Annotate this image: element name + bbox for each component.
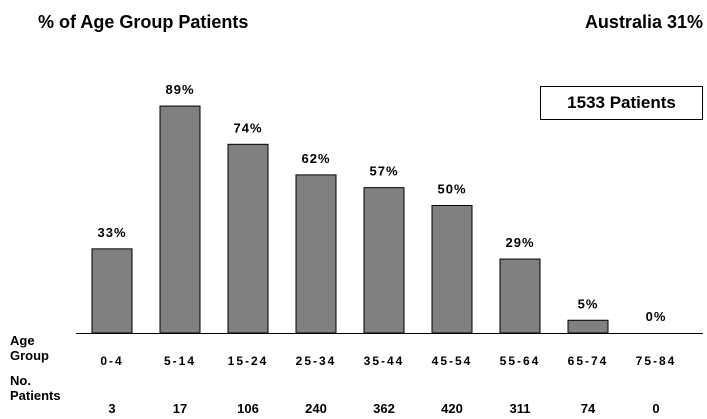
patient-count-15-24: 106 — [237, 401, 259, 416]
value-label-35-44: 57% — [369, 164, 398, 179]
value-label-45-54: 50% — [437, 182, 466, 197]
tick-label-75-84: 75-84 — [636, 354, 677, 368]
patient-count-25-34: 240 — [305, 401, 327, 416]
patient-count-5-14: 17 — [173, 401, 187, 416]
tick-label-35-44: 35-44 — [364, 354, 405, 368]
tick-label-45-54: 45-54 — [432, 354, 473, 368]
bar-5-14 — [159, 105, 201, 334]
chart-subtitle: Australia 31% — [584, 12, 703, 32]
chart-title: % of Age Group Patients — [38, 12, 249, 32]
patients-row-title-line1: No. — [10, 373, 31, 388]
bar-65-74 — [567, 319, 609, 334]
patient-count-35-44: 362 — [373, 401, 395, 416]
age-group-row-title-line1: Age — [10, 333, 35, 348]
bar-25-34 — [295, 174, 337, 334]
value-label-25-34: 62% — [301, 151, 330, 166]
bar-0-4 — [91, 248, 133, 334]
tick-label-5-14: 5-14 — [164, 354, 196, 368]
patients-row-title-line2: Patients — [10, 388, 61, 403]
patient-count-45-54: 420 — [441, 401, 463, 416]
tick-label-55-64: 55-64 — [500, 354, 541, 368]
patients-row-title: No. Patients — [10, 373, 61, 403]
value-label-0-4: 33% — [97, 225, 126, 240]
bar-15-24 — [227, 143, 269, 334]
tick-label-25-34: 25-34 — [296, 354, 337, 368]
value-label-15-24: 74% — [233, 120, 262, 135]
patient-count-65-74: 74 — [581, 401, 596, 416]
value-label-65-74: 5% — [578, 296, 599, 311]
tick-label-15-24: 15-24 — [228, 354, 269, 368]
bar-55-64 — [499, 258, 541, 334]
patient-count-55-64: 311 — [510, 401, 531, 416]
age-group-row-title-line2: Group — [10, 348, 49, 363]
total-patients-box: 1533 Patients — [540, 86, 703, 120]
tick-label-0-4: 0-4 — [100, 354, 123, 368]
tick-label-65-74: 65-74 — [568, 354, 609, 368]
value-label-5-14: 89% — [165, 82, 194, 97]
age-group-row-title: Age Group — [10, 333, 49, 363]
value-label-75-84: 0% — [646, 309, 667, 324]
patient-count-0-4: 3 — [108, 401, 115, 416]
bar-35-44 — [363, 187, 405, 334]
patient-count-75-84: 0 — [652, 401, 659, 416]
bar-45-54 — [431, 205, 473, 334]
value-label-55-64: 29% — [505, 235, 534, 250]
